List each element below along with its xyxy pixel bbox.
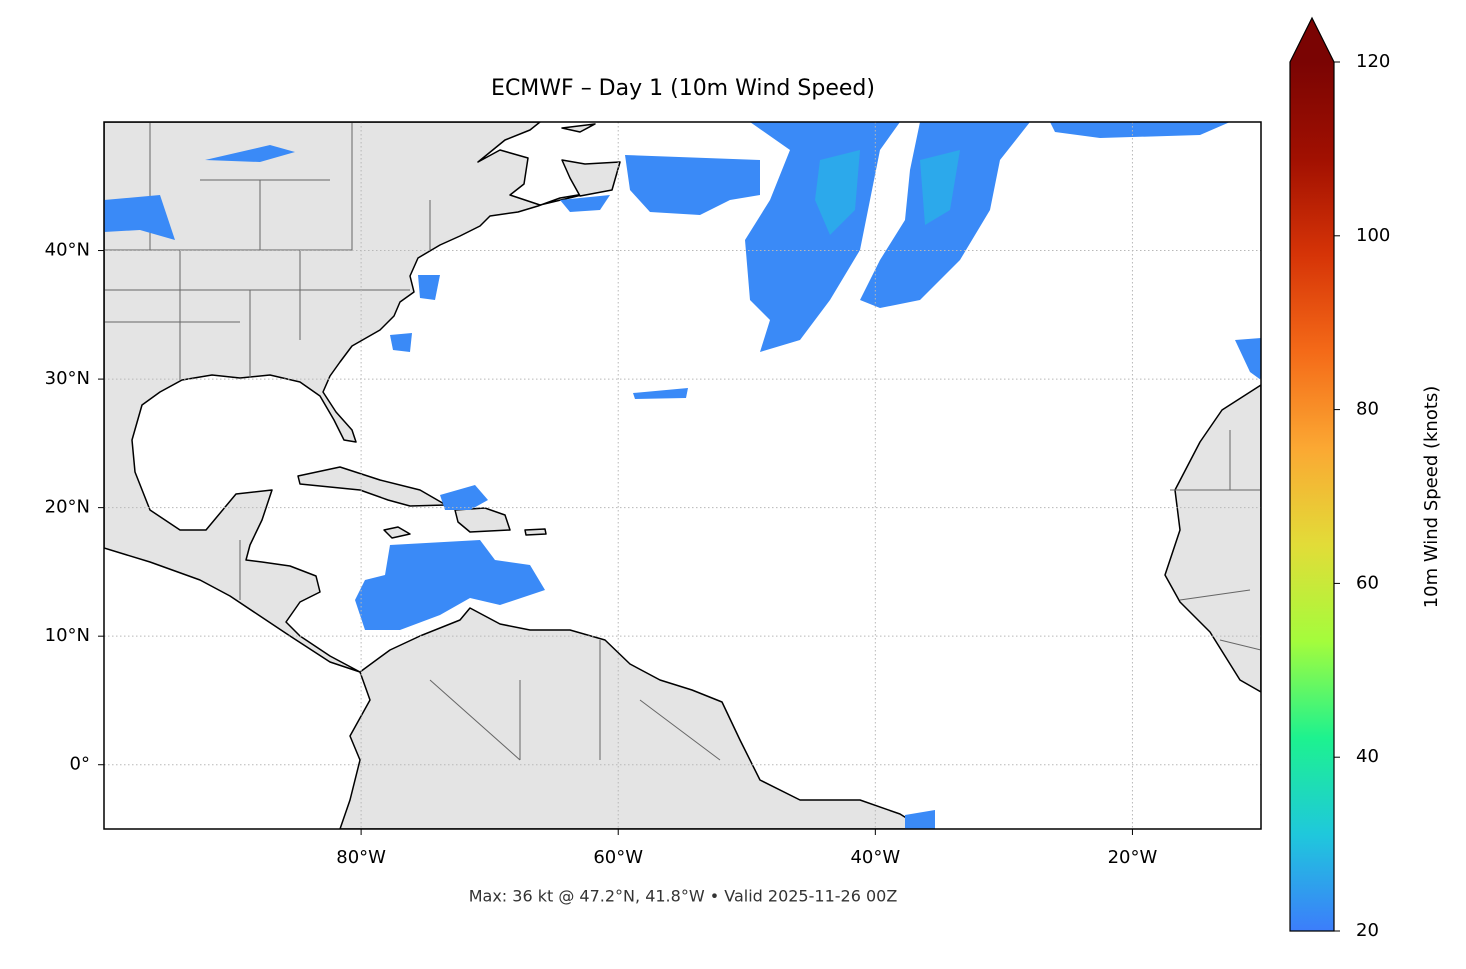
y-tick-label: 20°N xyxy=(45,497,90,518)
colorbar-tick-label: 100 xyxy=(1356,225,1390,246)
y-tick-label: 0° xyxy=(70,754,90,775)
x-tick-label: 80°W xyxy=(336,847,386,868)
colorbar-tick-label: 80 xyxy=(1356,399,1379,420)
africa xyxy=(1164,384,1261,693)
puerto-rico xyxy=(524,528,547,536)
axis-labels: 80°W 60°W 40°W 20°W 40°N 30°N 20°N 10°N 0° xyxy=(45,240,1158,868)
jamaica xyxy=(383,526,411,539)
state-borders xyxy=(104,122,1261,761)
newfoundland xyxy=(561,159,621,197)
map-title: ECMWF – Day 1 (10m Wind Speed) xyxy=(491,76,875,101)
map-frame xyxy=(103,121,1262,830)
colorbar-extend xyxy=(1290,18,1334,62)
colorbar-outline xyxy=(1289,16,1335,932)
wind-fields xyxy=(104,122,1261,829)
map-area xyxy=(104,122,1261,829)
colorbar-tick-label: 20 xyxy=(1356,920,1379,941)
south-america xyxy=(339,607,925,829)
labrador-coast xyxy=(561,123,596,133)
x-tick-label: 60°W xyxy=(593,847,643,868)
graticule xyxy=(104,122,1261,829)
x-tick-label: 20°W xyxy=(1108,847,1158,868)
x-tick-label: 40°W xyxy=(850,847,900,868)
y-tick-label: 30°N xyxy=(45,368,90,389)
y-tick-label: 10°N xyxy=(45,625,90,646)
colorbar-tick-label: 120 xyxy=(1356,51,1390,72)
north-america xyxy=(104,122,591,673)
cuba xyxy=(297,466,447,507)
colorbar-tick-label: 60 xyxy=(1356,572,1379,593)
colorbar: 20 40 60 80 100 120 xyxy=(1289,16,1390,941)
colorbar-tick-label: 40 xyxy=(1356,746,1379,767)
footer-note: Max: 36 kt @ 47.2°N, 41.8°W • Valid 2025… xyxy=(469,887,898,906)
colorbar-label: 10m Wind Speed (knots) xyxy=(1421,386,1442,609)
y-tick-label: 40°N xyxy=(45,240,90,261)
colorbar-scale xyxy=(1290,62,1334,931)
